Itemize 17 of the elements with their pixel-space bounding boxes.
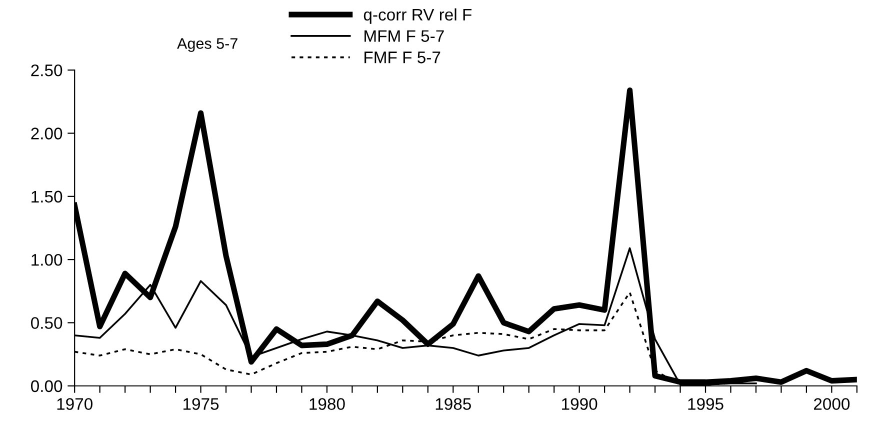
legend-label: q-corr RV rel F bbox=[364, 8, 472, 24]
y-tick-label: 1.50 bbox=[32, 190, 62, 203]
x-tick-label: 1985 bbox=[436, 398, 471, 410]
y-tick-label: 1.00 bbox=[32, 254, 62, 266]
y-tick-label: 2.00 bbox=[31, 128, 62, 140]
x-tick-label: 1980 bbox=[310, 398, 345, 410]
legend-label: MFM F 5-7 bbox=[364, 30, 444, 42]
y-tick-label: 0.50 bbox=[31, 317, 62, 329]
x-tick-label: 1975 bbox=[184, 398, 219, 410]
x-tick-label: 1990 bbox=[562, 398, 598, 410]
y-tick-label: 0.00 bbox=[31, 380, 62, 392]
chart-title: Ages 5-7 bbox=[177, 38, 238, 52]
y-tick-label: 2.50 bbox=[31, 64, 62, 76]
x-tick-label: 1995 bbox=[688, 398, 724, 410]
legend-label: FMF F 5-7 bbox=[364, 52, 440, 64]
x-tick-label: 2000 bbox=[814, 398, 850, 410]
x-tick-label: 1970 bbox=[57, 398, 92, 410]
